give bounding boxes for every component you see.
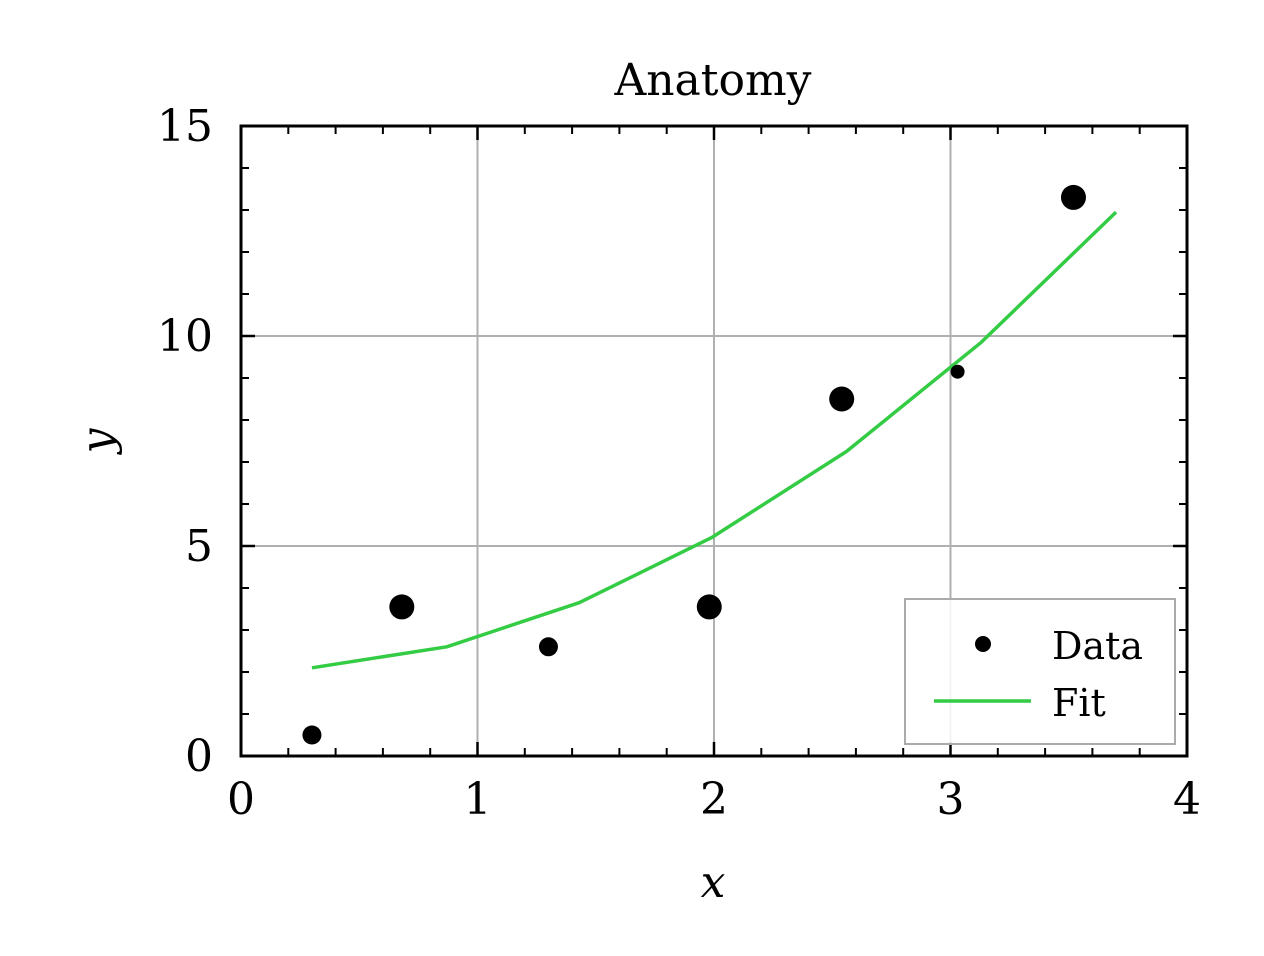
y-tick-labels: 0 5 10 15: [157, 101, 213, 782]
fit-line: [311, 210, 1118, 670]
legend: Data Fit: [904, 598, 1176, 745]
x-tick-label: 4: [1173, 774, 1201, 825]
axis-ticks: [239, 124, 1189, 758]
y-tick-label: 5: [185, 521, 213, 572]
x-tick-label: 3: [937, 774, 965, 825]
grid: [241, 126, 1187, 756]
y-axis-label: y: [72, 427, 123, 455]
y-tick-label: 10: [157, 311, 213, 362]
legend-label-data: Data: [1052, 624, 1143, 668]
legend-box: [904, 598, 1176, 745]
y-tick-label: 0: [185, 731, 213, 782]
x-axis-label: x: [701, 857, 726, 908]
data-series: [302, 184, 1086, 745]
data-point: [538, 637, 558, 657]
x-tick-label: 1: [464, 774, 492, 825]
data-point: [829, 386, 855, 412]
data-point: [389, 594, 415, 620]
chart-title: Anatomy: [613, 55, 811, 106]
x-tick-label: 0: [227, 774, 255, 825]
data-point: [302, 725, 322, 745]
data-point: [696, 594, 722, 620]
x-tick-labels: 0 1 2 3 4: [227, 774, 1201, 825]
y-tick-label: 15: [157, 101, 213, 152]
fit-series: [311, 210, 1118, 670]
legend-data-marker: [975, 636, 991, 652]
data-point: [1060, 184, 1086, 210]
x-tick-label: 2: [700, 774, 728, 825]
legend-label-fit: Fit: [1052, 681, 1106, 725]
data-point: [950, 364, 965, 379]
